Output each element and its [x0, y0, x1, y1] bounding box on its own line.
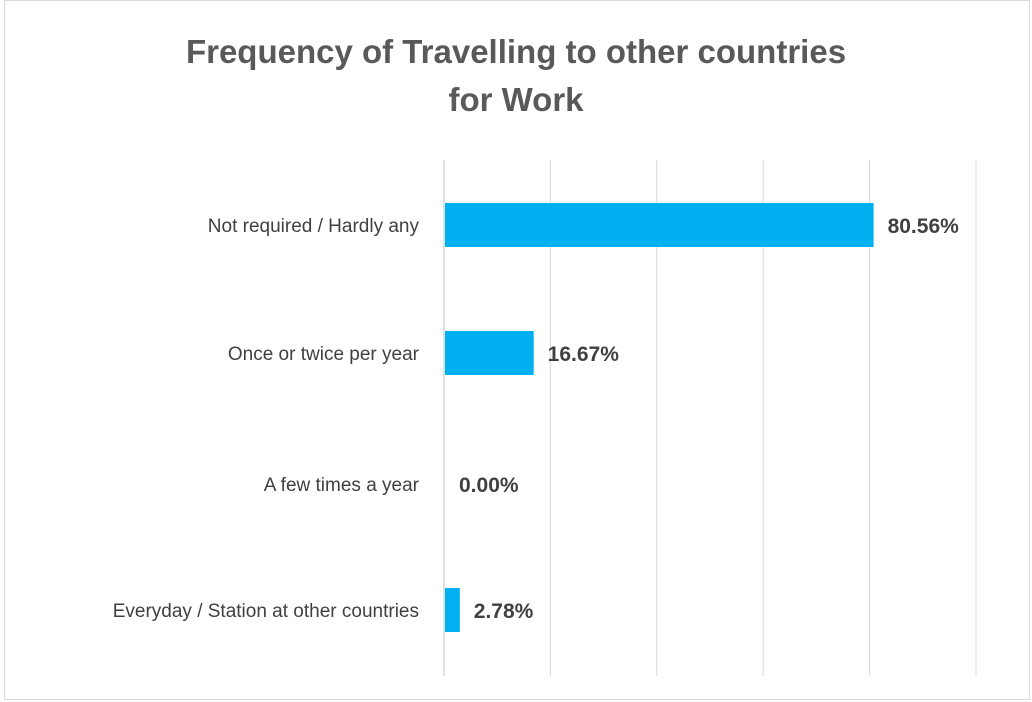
- chart-title-line-1: Frequency of Travelling to other countri…: [185, 33, 847, 70]
- category-label: Everyday / Station at other countries: [113, 601, 419, 622]
- data-label: 2.78%: [474, 600, 534, 623]
- chart-title: Frequency of Travelling to other countri…: [0, 28, 1032, 124]
- bar: [445, 331, 534, 375]
- data-label: 80.56%: [888, 215, 960, 238]
- category-label: A few times a year: [264, 475, 420, 496]
- chart-title-line-2: for Work: [448, 81, 584, 118]
- category-label: Once or twice per year: [228, 344, 420, 365]
- data-label: 0.00%: [459, 474, 519, 497]
- bar: [445, 203, 874, 247]
- category-label: Not required / Hardly any: [208, 216, 420, 237]
- data-label: 16.67%: [548, 343, 620, 366]
- bar: [445, 588, 460, 632]
